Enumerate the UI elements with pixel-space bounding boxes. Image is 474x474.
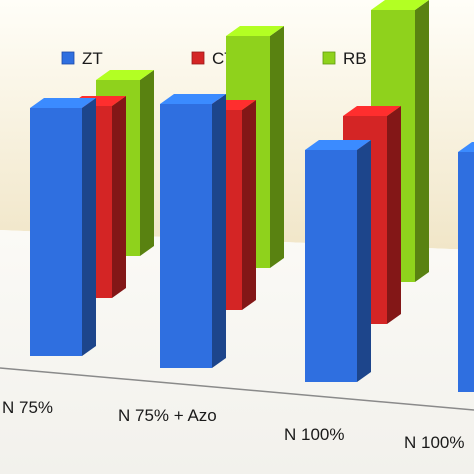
legend-swatch-zt — [61, 51, 75, 65]
bar-top-face — [305, 140, 371, 150]
bar-zt-3 — [305, 140, 371, 382]
bar-front-face — [458, 152, 474, 392]
bar-side-face — [357, 140, 371, 382]
legend-swatch-rb — [322, 51, 336, 65]
category-labels: N 75% N 75% + Azo N 100% N 100% — [2, 398, 464, 452]
bar-zt-2 — [160, 94, 226, 368]
category-label-n100-b: N 100% — [404, 433, 464, 452]
floor-edge-line — [0, 367, 474, 411]
legend-label-rb: RB — [343, 49, 367, 68]
bar-front-face — [160, 104, 212, 368]
bar-side-face — [112, 96, 126, 298]
legend-label-zt: ZT — [82, 49, 103, 68]
bar-top-face — [96, 70, 154, 80]
bar-side-face — [387, 106, 401, 324]
bar-side-face — [270, 26, 284, 268]
bar-front-face — [305, 150, 357, 382]
bar-side-face — [82, 98, 96, 356]
bar-top-face — [458, 142, 474, 152]
bar-side-face — [415, 0, 429, 282]
bar-top-face — [160, 94, 226, 104]
bar-top-face — [226, 26, 284, 36]
bar-top-face — [343, 106, 401, 116]
bar-side-face — [242, 100, 256, 310]
bar-top-face — [30, 98, 96, 108]
bar-zt-4 — [458, 142, 474, 392]
bar-top-face — [371, 0, 429, 10]
legend-swatch-ct — [191, 51, 205, 65]
bar-side-face — [140, 70, 154, 256]
category-label-n100: N 100% — [284, 425, 344, 444]
category-label-n75-azo: N 75% + Azo — [118, 406, 217, 425]
bars-layer — [30, 0, 474, 392]
bar-front-face — [30, 108, 82, 356]
bar-zt-1 — [30, 98, 96, 356]
category-label-n75: N 75% — [2, 398, 53, 417]
bar-side-face — [212, 94, 226, 368]
